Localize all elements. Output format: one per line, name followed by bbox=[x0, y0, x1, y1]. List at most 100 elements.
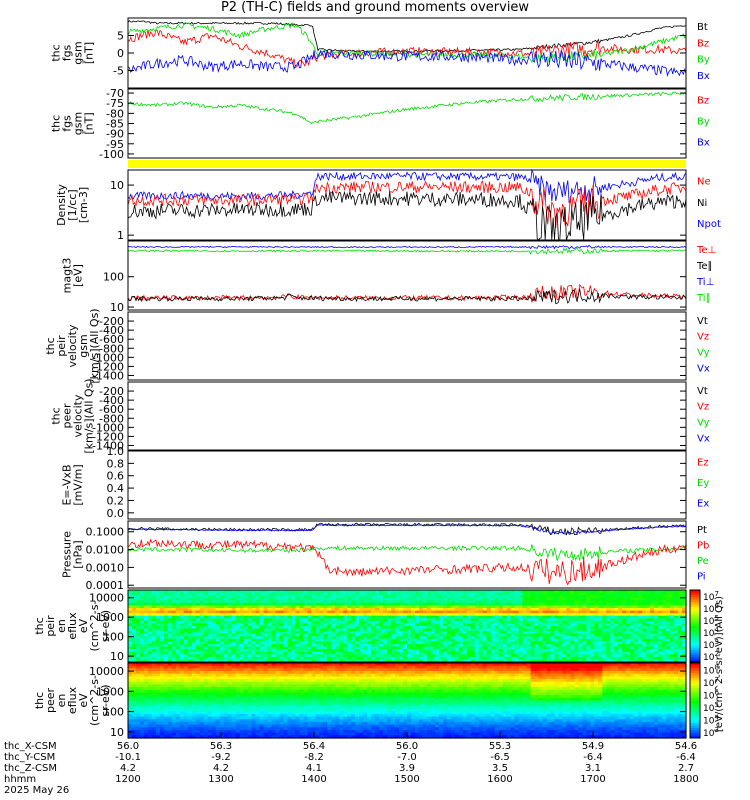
heatmap-cell bbox=[171, 735, 177, 739]
heatmap-cell bbox=[151, 590, 157, 594]
heatmap-cell bbox=[283, 595, 288, 599]
heatmap-cell bbox=[239, 697, 245, 702]
heatmap-cell bbox=[195, 595, 201, 599]
heatmap-cell bbox=[430, 605, 436, 609]
heatmap-cell bbox=[183, 602, 189, 607]
heatmap-cell bbox=[128, 656, 133, 661]
heatmap-cell bbox=[247, 608, 253, 612]
heatmap-cell bbox=[379, 615, 384, 619]
heatmap-cell bbox=[422, 636, 428, 640]
heatmap-cell bbox=[586, 615, 591, 619]
heatmap-cell bbox=[442, 641, 448, 645]
heatmap-cell bbox=[191, 651, 197, 655]
heatmap-cell bbox=[136, 644, 141, 648]
heatmap-cell bbox=[211, 695, 217, 699]
heatmap-cell bbox=[450, 656, 456, 661]
heatmap-cell bbox=[187, 651, 193, 655]
heatmap-cell bbox=[582, 654, 587, 658]
heatmap-cell bbox=[247, 641, 253, 645]
heatmap-cell bbox=[136, 618, 141, 622]
heatmap-cell bbox=[195, 668, 201, 672]
heatmap-cell bbox=[387, 600, 392, 604]
heatmap-cell bbox=[183, 687, 189, 691]
heatmap-cell bbox=[458, 620, 464, 625]
heatmap-cell bbox=[155, 703, 161, 707]
heatmap-cell bbox=[630, 620, 635, 625]
heatmap-cell bbox=[470, 597, 476, 601]
heatmap-cell bbox=[271, 618, 277, 622]
heatmap-cell bbox=[299, 644, 304, 648]
heatmap-cell bbox=[403, 610, 408, 614]
heatmap-cell bbox=[534, 641, 540, 645]
heatmap-cell bbox=[442, 600, 448, 604]
heatmap-cell bbox=[271, 613, 277, 617]
heatmap-cell bbox=[562, 615, 567, 619]
heatmap-cell bbox=[323, 628, 328, 632]
heatmap-cell bbox=[618, 615, 623, 619]
heatmap-cell bbox=[175, 735, 181, 739]
heatmap-cell bbox=[566, 659, 571, 663]
heatmap-cell bbox=[287, 608, 292, 612]
heatmap-cell bbox=[618, 649, 623, 653]
heatmap-cell bbox=[682, 641, 687, 645]
heatmap-cell bbox=[219, 676, 225, 680]
heatmap-cell bbox=[594, 620, 599, 625]
heatmap-cell bbox=[132, 673, 137, 677]
series-line-Te bbox=[127, 288, 687, 305]
heatmap-cell bbox=[203, 613, 209, 617]
heatmap-cell bbox=[526, 659, 532, 663]
heatmap-cell bbox=[187, 656, 193, 661]
heatmap-cell bbox=[191, 681, 197, 686]
heatmap-cell bbox=[219, 665, 225, 669]
heatmap-cell bbox=[666, 646, 671, 650]
heatmap-cell bbox=[367, 592, 372, 596]
heatmap-cell bbox=[191, 665, 197, 669]
heatmap-cell bbox=[163, 595, 169, 599]
heatmap-cell bbox=[542, 592, 548, 596]
heatmap-cell bbox=[434, 623, 440, 627]
heatmap-cell bbox=[379, 620, 384, 625]
heatmap-cell bbox=[375, 595, 380, 599]
heatmap-cell bbox=[630, 656, 635, 661]
heatmap-cell bbox=[143, 727, 149, 731]
y-axis-label: Density[1/cc][cm-3] bbox=[55, 184, 90, 226]
heatmap-cell bbox=[367, 605, 372, 609]
heatmap-cell bbox=[167, 628, 173, 632]
heatmap-cell bbox=[514, 623, 520, 627]
heatmap-cell bbox=[379, 649, 384, 653]
heatmap-cell bbox=[275, 656, 281, 661]
heatmap-cell bbox=[415, 628, 420, 632]
heatmap-cell bbox=[442, 626, 448, 630]
heatmap-cell bbox=[215, 684, 221, 688]
heatmap-cell bbox=[132, 644, 137, 648]
heatmap-cell bbox=[187, 727, 193, 731]
heatmap-cell bbox=[183, 727, 189, 731]
heatmap-cell bbox=[147, 644, 153, 648]
heatmap-cell bbox=[143, 592, 149, 596]
heatmap-cell bbox=[203, 595, 209, 599]
heatmap-cell bbox=[151, 665, 157, 669]
heatmap-cell bbox=[518, 659, 524, 663]
heatmap-cell bbox=[231, 631, 237, 635]
heatmap-cell bbox=[136, 703, 141, 707]
heatmap-cell bbox=[235, 724, 241, 728]
heatmap-cell bbox=[426, 631, 432, 635]
heatmap-cell bbox=[642, 597, 647, 601]
heatmap-cell bbox=[191, 623, 197, 627]
heatmap-cell bbox=[614, 626, 619, 630]
heatmap-cell bbox=[211, 590, 217, 594]
heatmap-cell bbox=[618, 605, 623, 609]
heatmap-cell bbox=[163, 656, 169, 661]
y-axis-label-line: thc bbox=[50, 44, 63, 61]
heatmap-cell bbox=[594, 615, 599, 619]
heatmap-cell bbox=[458, 656, 464, 661]
heatmap-cell bbox=[630, 659, 635, 663]
heatmap-cell bbox=[446, 618, 452, 622]
heatmap-cell bbox=[239, 730, 245, 734]
y-axis-label-line: thc bbox=[50, 115, 63, 132]
heatmap-cell bbox=[359, 610, 364, 614]
heatmap-cell bbox=[534, 620, 540, 625]
heatmap-cell bbox=[371, 646, 376, 650]
heatmap-cell bbox=[486, 600, 492, 604]
heatmap-cell bbox=[303, 626, 308, 630]
